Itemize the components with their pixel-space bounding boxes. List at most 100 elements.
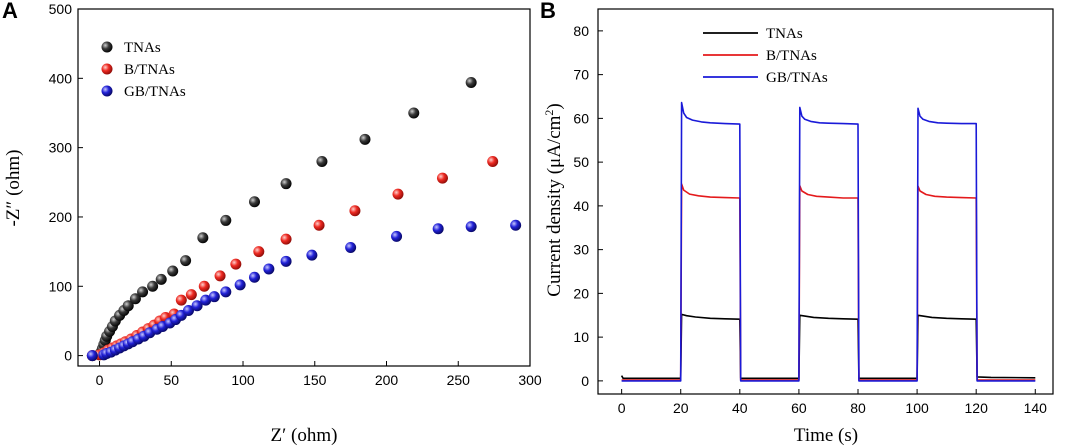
a-legend-marker-tnas: [101, 41, 113, 53]
panel-a-ticks: 0 50 100 150 200 250 300 0 100 200 300 400 500: [49, 1, 542, 388]
a-legend-marker-gb-tnas: [101, 85, 113, 97]
b-y-tick-label: 50: [573, 154, 589, 170]
a-point-gb-tnas: [306, 249, 318, 261]
b-y-tick-label: 0: [581, 373, 589, 389]
a-point-gb-tnas: [391, 230, 403, 242]
a-point-b-tnas: [280, 233, 292, 245]
a-x-tick-label: 150: [303, 372, 327, 388]
b-legend-label-b-tnas: B/TNAs: [766, 48, 817, 64]
a-point-tnas: [129, 293, 141, 305]
b-x-tick-label: 120: [965, 400, 989, 416]
b-y-tick-label: 60: [573, 110, 589, 126]
a-point-gb-tnas: [234, 279, 246, 291]
a-x-tick-label: 200: [375, 372, 399, 388]
panel-a-letter: A: [2, 0, 18, 23]
a-point-b-tnas: [349, 205, 361, 217]
b-x-tick-label: 80: [850, 400, 866, 416]
b-x-tick-label: 140: [1024, 400, 1048, 416]
a-point-gb-tnas: [86, 350, 98, 362]
a-point-gb-tnas: [263, 263, 275, 275]
panel-b-y-axis-title-main: Current density (μA/cm: [544, 115, 565, 296]
a-x-tick-label: 0: [96, 372, 104, 388]
b-x-tick-label: 40: [732, 400, 748, 416]
b-y-tick-label: 80: [573, 23, 589, 39]
a-point-tnas: [137, 286, 149, 298]
a-x-tick-label: 250: [447, 372, 471, 388]
b-y-tick-label: 30: [573, 242, 589, 258]
panel-b-legend: TNAs B/TNAs GB/TNAs: [703, 26, 828, 86]
a-point-gb-tnas: [182, 305, 194, 317]
a-legend-label-gb-tnas: GB/TNAs: [124, 84, 186, 100]
a-point-gb-tnas: [510, 219, 522, 231]
a-y-tick-label: 400: [49, 70, 73, 86]
panel-b-y-axis-title-sup: 2: [542, 110, 556, 116]
b-x-tick-label: 100: [905, 400, 929, 416]
a-y-tick-label: 500: [49, 1, 73, 17]
panel-a-points: [86, 76, 522, 362]
a-point-b-tnas: [198, 280, 210, 292]
a-x-tick-label: 50: [163, 372, 179, 388]
a-point-b-tnas: [436, 172, 448, 184]
a-x-tick-label: 300: [518, 372, 542, 388]
a-point-gb-tnas: [432, 223, 444, 235]
a-point-tnas: [147, 280, 159, 292]
panel-a-legend: TNAs B/TNAs GB/TNAs: [101, 40, 186, 100]
a-point-tnas: [465, 76, 477, 88]
panel-b-x-axis-title: Time (s): [794, 425, 858, 446]
a-point-b-tnas: [253, 246, 265, 258]
a-point-b-tnas: [175, 294, 187, 306]
a-point-gb-tnas: [220, 286, 232, 298]
a-point-gb-tnas: [345, 241, 357, 253]
a-point-gb-tnas: [465, 221, 477, 233]
b-y-tick-label: 70: [573, 67, 589, 83]
b-x-tick-label: 60: [791, 400, 807, 416]
b-y-tick-label: 10: [573, 329, 589, 345]
a-point-tnas: [316, 156, 328, 168]
a-point-tnas: [280, 178, 292, 190]
panel-b-photocurrent-plot: B 0 20 40 60 80 100 120 140 0 10 20 30 40 50 60 70 80 TN…: [540, 0, 1054, 446]
panel-a-x-axis-title: Z′ (ohm): [271, 425, 338, 446]
b-line-tnas: [620, 313, 1036, 380]
panel-b-ticks: 0 20 40 60 80 100 120 140 0 10 20 30 40 50 60 70 80: [573, 23, 1047, 416]
a-point-gb-tnas: [280, 255, 292, 267]
a-point-tnas: [180, 255, 192, 267]
a-point-gb-tnas: [208, 291, 220, 303]
a-point-tnas: [155, 273, 167, 285]
a-point-b-tnas: [214, 270, 226, 282]
a-x-tick-label: 100: [231, 372, 255, 388]
a-point-tnas: [359, 133, 371, 145]
panel-b-lines: [620, 101, 1036, 382]
panel-b-letter: B: [540, 0, 556, 23]
a-point-tnas: [122, 300, 134, 312]
a-point-b-tnas: [313, 219, 325, 231]
a-point-gb-tnas: [200, 294, 212, 306]
a-point-b-tnas: [185, 289, 197, 301]
a-legend-marker-b-tnas: [101, 63, 113, 75]
b-line-gb-tnas: [621, 101, 1036, 382]
a-legend-label-tnas: TNAs: [124, 40, 161, 56]
panel-a-eis-plot: A 0 50 100 150 200 250 300 0 100 200 300 400 500 TNA…: [2, 0, 542, 446]
a-y-tick-label: 200: [49, 209, 73, 225]
b-y-tick-label: 20: [573, 285, 589, 301]
panel-a-frame: [77, 8, 531, 367]
a-y-tick-label: 300: [49, 140, 73, 156]
a-point-tnas: [408, 107, 420, 119]
a-point-tnas: [220, 214, 232, 226]
b-line-b-tnas: [621, 183, 1036, 381]
a-y-tick-label: 100: [49, 278, 73, 294]
panel-b-y-axis-title: Current density (μA/cm2): [542, 103, 565, 296]
panel-b-frame: [597, 8, 1054, 395]
a-legend-label-b-tnas: B/TNAs: [124, 62, 175, 78]
b-legend-label-tnas: TNAs: [766, 26, 803, 42]
a-point-gb-tnas: [191, 300, 203, 312]
a-y-tick-label: 0: [64, 348, 72, 364]
a-point-gb-tnas: [248, 271, 260, 283]
panel-b-y-axis-title-close: ): [544, 103, 565, 109]
b-legend-label-gb-tnas: GB/TNAs: [766, 70, 828, 86]
panel-a-y-axis-title: -Z″ (ohm): [3, 149, 24, 226]
b-x-tick-label: 20: [673, 400, 689, 416]
a-point-b-tnas: [230, 258, 242, 270]
a-point-tnas: [197, 232, 209, 244]
a-point-b-tnas: [392, 188, 404, 200]
